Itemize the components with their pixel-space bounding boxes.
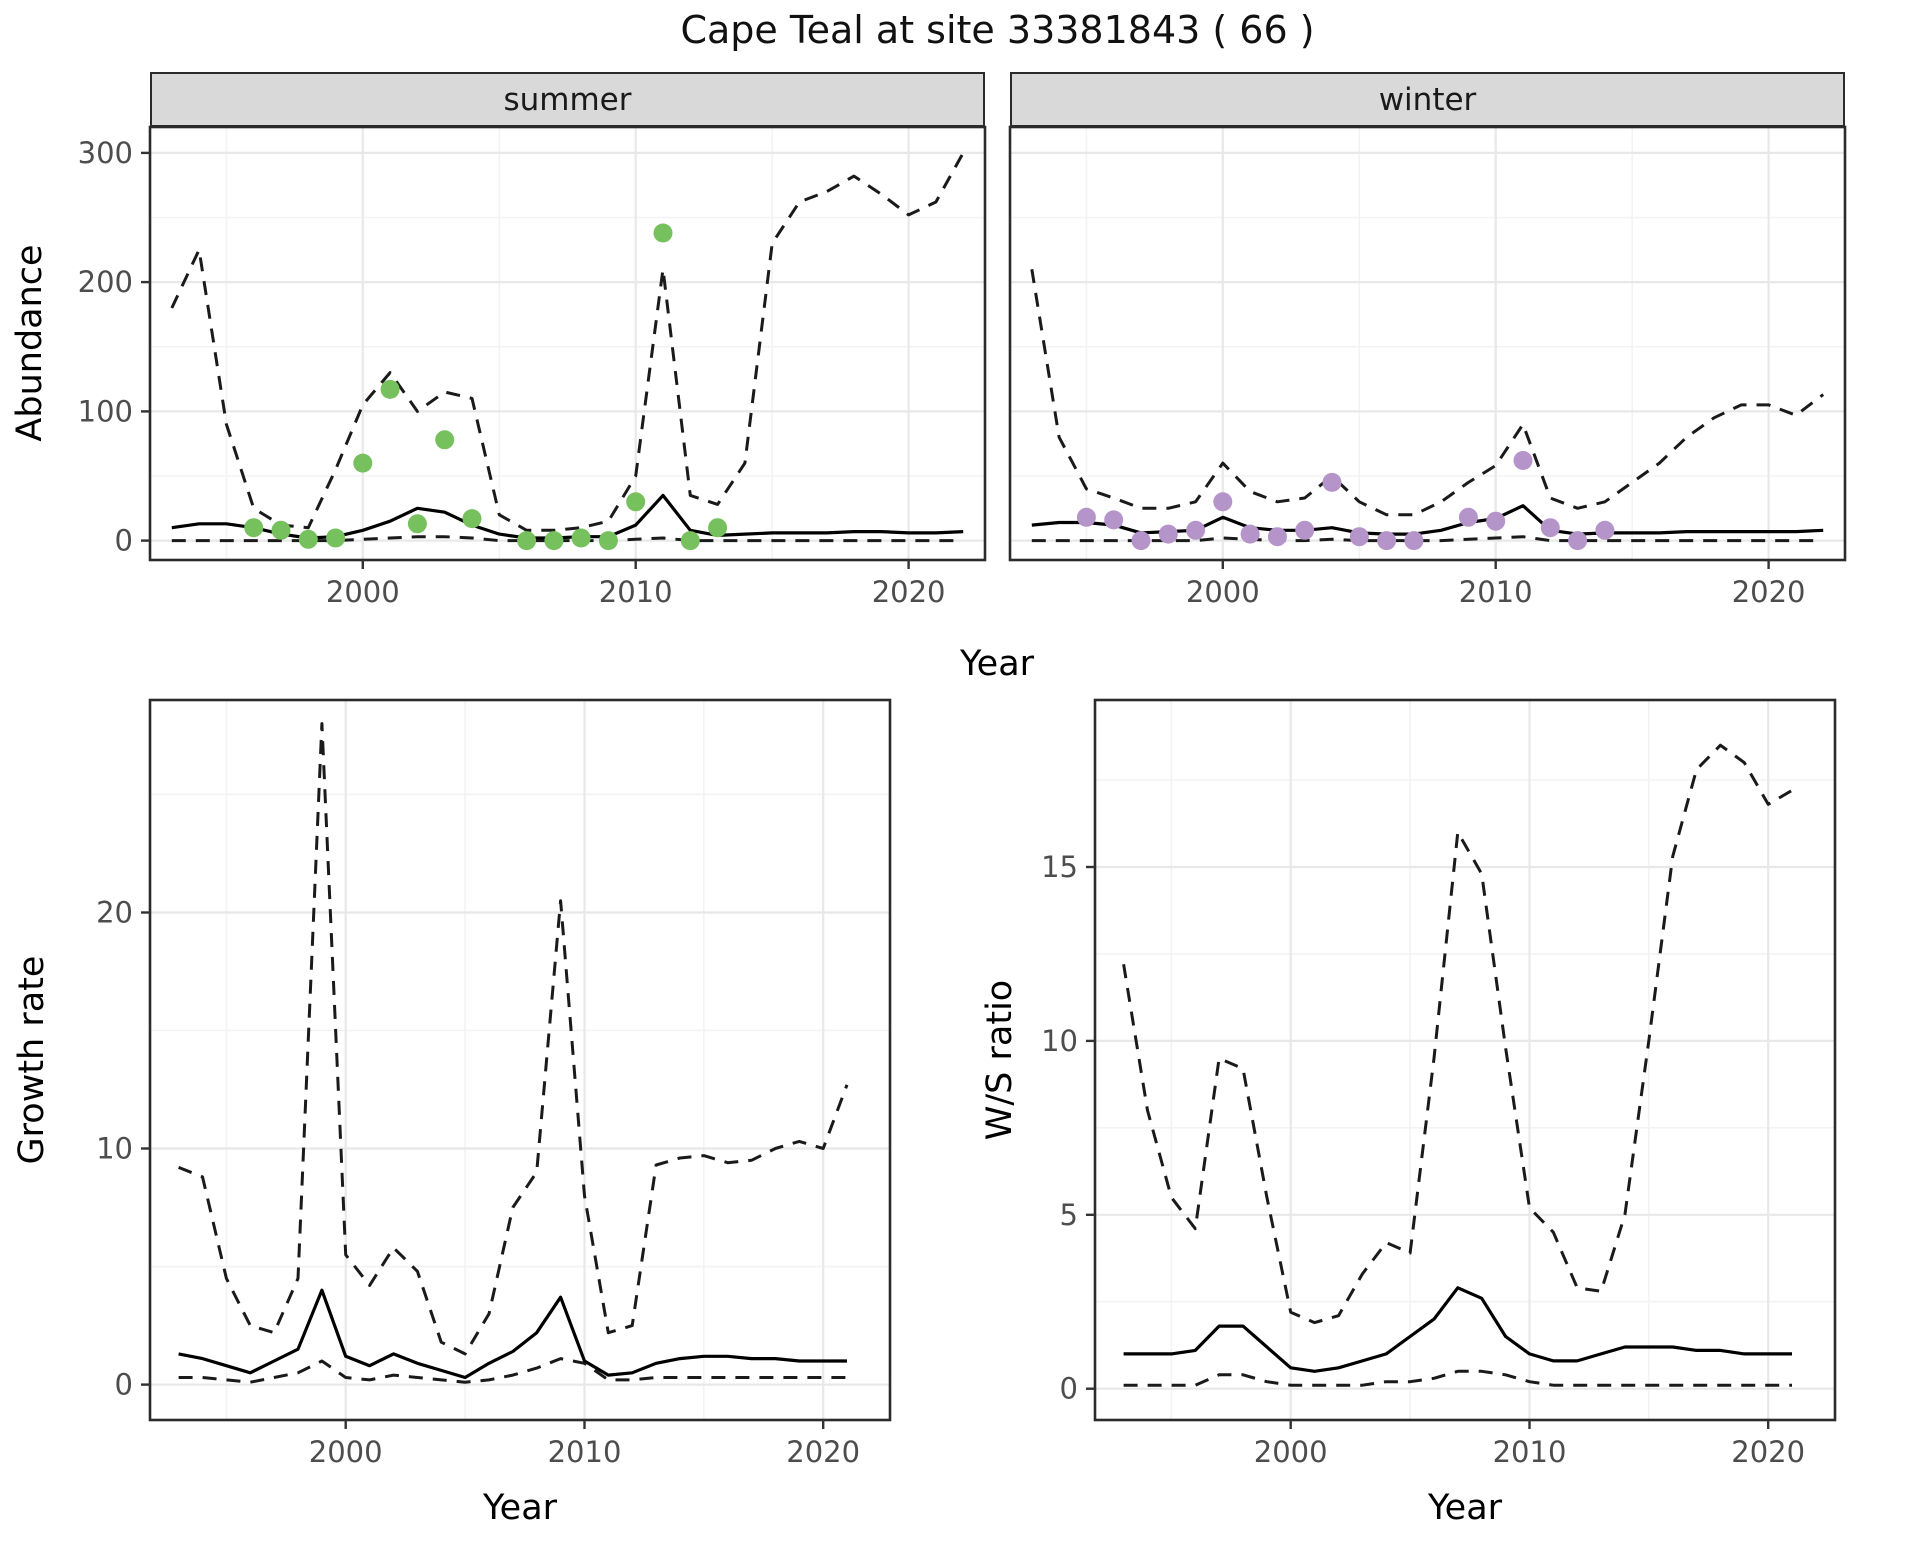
- panel-ws_ratio: 2000 2010 2020 0 5 10 15: [1041, 698, 1837, 1469]
- panel-border: [1093, 698, 1837, 1422]
- x-tick-label: 2020: [1732, 575, 1806, 609]
- y-tick-label: 0: [1060, 1372, 1078, 1406]
- panel-background: [1095, 700, 1835, 1420]
- observed-point: [1486, 511, 1506, 531]
- y-tick-label: 100: [78, 394, 133, 428]
- observed-point: [1595, 520, 1615, 540]
- facet-strip-summer: summer: [150, 72, 985, 127]
- x-tick-label: 2000: [1186, 575, 1260, 609]
- y-tick-label: 5: [1060, 1198, 1078, 1232]
- panel-border: [148, 698, 892, 1422]
- series-upper_ci-line: [1030, 268, 1825, 517]
- x-tick-label: 2020: [786, 1435, 860, 1469]
- observed-point: [1267, 527, 1287, 547]
- observed-point: [1213, 492, 1233, 512]
- observed-point: [1186, 520, 1206, 540]
- observed-point: [1404, 531, 1424, 551]
- panel-background: [150, 700, 890, 1420]
- x-tick-label: 2000: [1254, 1435, 1328, 1469]
- observed-point: [1131, 531, 1151, 551]
- observed-point: [1322, 472, 1342, 492]
- series-median-line: [178, 1288, 847, 1380]
- y-tick-label: 300: [78, 136, 133, 170]
- panel-abundance_summer: 2000 2010 2020 0 100 200 300: [78, 125, 987, 609]
- panel-border: [1008, 125, 1847, 562]
- observed-point: [298, 529, 318, 549]
- x-tick-label: 2000: [326, 575, 400, 609]
- observed-point: [271, 520, 291, 540]
- observed-point: [1568, 531, 1588, 551]
- series-upper_ci-line: [1122, 743, 1793, 1325]
- facet-strip-winter-label: winter: [1378, 81, 1477, 118]
- y-tick-label: 15: [1041, 850, 1078, 884]
- observed-point: [244, 518, 264, 538]
- series-median-line: [1123, 1286, 1792, 1373]
- observed-point: [680, 531, 700, 551]
- observed-point: [1513, 451, 1533, 470]
- observed-point: [407, 514, 427, 534]
- observed-point: [326, 528, 346, 548]
- series-upper_ci-line: [178, 722, 849, 1356]
- series-lower_ci-line: [178, 1357, 847, 1384]
- x-tick-label: 2020: [872, 575, 946, 609]
- observed-point: [1104, 510, 1124, 530]
- abundance-x-axis-label: Year: [959, 644, 1035, 684]
- figure-title: Cape Teal at site 33381843 ( 66 ): [680, 8, 1315, 52]
- y-tick-label: 20: [96, 896, 133, 930]
- series-lower_ci-line: [1123, 1369, 1792, 1387]
- observed-point: [353, 453, 373, 473]
- observed-point: [571, 528, 591, 548]
- y-tick-label: 10: [96, 1132, 133, 1166]
- panel-background: [150, 127, 985, 560]
- x-tick-label: 2000: [309, 1435, 383, 1469]
- y-tick-label: 0: [115, 1368, 133, 1402]
- observed-point: [653, 223, 673, 243]
- y-tick-label: 0: [115, 524, 133, 558]
- panel-abundance_winter: 2000 2010 2020: [1008, 125, 1847, 609]
- observed-point: [1295, 520, 1315, 540]
- y-tick-label: 200: [78, 265, 133, 299]
- observed-point: [462, 509, 482, 529]
- observed-point: [1458, 507, 1478, 527]
- observed-point: [380, 379, 400, 399]
- facet-strip-summer-label: summer: [503, 81, 632, 118]
- y-tick-label: 10: [1041, 1024, 1078, 1058]
- facet-strip-winter: winter: [1010, 72, 1845, 127]
- observed-point: [1377, 531, 1397, 551]
- observed-point: [544, 531, 564, 551]
- growth-rate-x-axis-label: Year: [482, 1488, 558, 1528]
- observed-point: [1349, 527, 1369, 547]
- observed-point: [1076, 507, 1096, 527]
- x-tick-label: 2010: [1459, 575, 1533, 609]
- panel-border: [148, 125, 987, 562]
- panel-growth_rate: 2000 2010 2020 0 10 20: [96, 698, 892, 1469]
- series-upper_ci-line: [170, 152, 965, 532]
- observed-point: [1240, 524, 1260, 544]
- x-tick-label: 2010: [1493, 1435, 1567, 1469]
- observed-point: [435, 430, 455, 450]
- observed-point: [626, 492, 646, 512]
- x-tick-label: 2010: [599, 575, 673, 609]
- observed-point: [598, 531, 618, 551]
- observed-point: [1540, 518, 1560, 538]
- x-tick-label: 2010: [548, 1435, 622, 1469]
- x-tick-label: 2020: [1731, 1435, 1805, 1469]
- panel-background: [1010, 127, 1845, 560]
- observed-point: [708, 518, 728, 538]
- observed-point: [517, 531, 537, 551]
- ws-ratio-x-axis-label: Year: [1427, 1488, 1503, 1528]
- observed-point: [1158, 524, 1178, 544]
